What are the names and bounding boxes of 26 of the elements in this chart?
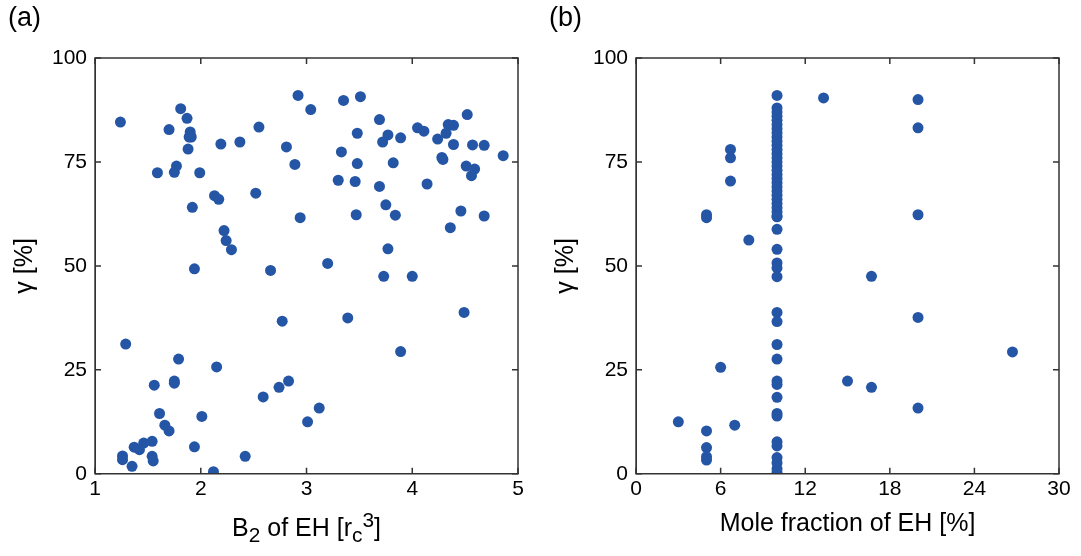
x-axis-title: Mole fraction of EH [%] [718, 508, 977, 537]
y-axis-title: γ [%] [8, 238, 37, 294]
x-tick-label: 18 [878, 476, 902, 500]
y-tick-label: 25 [604, 356, 629, 380]
y-axis-title: γ [%] [549, 238, 578, 294]
y-tick-label: 100 [592, 44, 629, 68]
x-tick-label: 6 [714, 476, 727, 500]
y-tick-label: 75 [604, 148, 629, 172]
y-tick-label: 0 [616, 460, 629, 484]
y-tick-label: 25 [63, 356, 88, 380]
x-tick-label: 3 [300, 476, 313, 500]
chart-title: (b) [549, 2, 582, 33]
x-tick-label: 4 [406, 476, 419, 500]
x-tick-label: 5 [512, 476, 524, 500]
chart-title: (a) [8, 2, 41, 33]
y-tick-label: 0 [75, 460, 88, 484]
x-tick-label: 30 [1047, 476, 1071, 500]
y-tick-label: 100 [51, 44, 88, 68]
x-tick-label: 2 [194, 476, 207, 500]
y-tick-label: 50 [604, 252, 629, 276]
x-tick-label: 1 [89, 476, 101, 500]
x-tick-label: 12 [793, 476, 817, 500]
x-tick-label: 24 [962, 476, 987, 500]
y-tick-label: 50 [63, 252, 88, 276]
x-axis-title: B$_{2}$ of EH [r$_{c}$$^{3}$] [231, 508, 382, 548]
y-tick-label: 75 [63, 148, 88, 172]
